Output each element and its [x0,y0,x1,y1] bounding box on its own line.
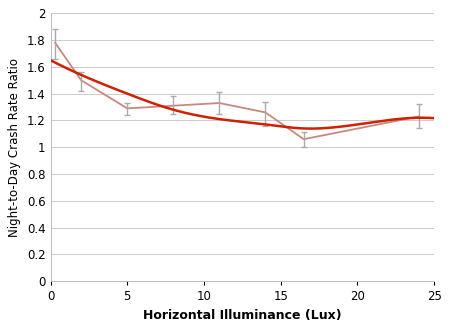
X-axis label: Horizontal Illuminance (Lux): Horizontal Illuminance (Lux) [143,309,342,322]
Y-axis label: Night-to-Day Crash Rate Ratio: Night-to-Day Crash Rate Ratio [9,58,21,237]
